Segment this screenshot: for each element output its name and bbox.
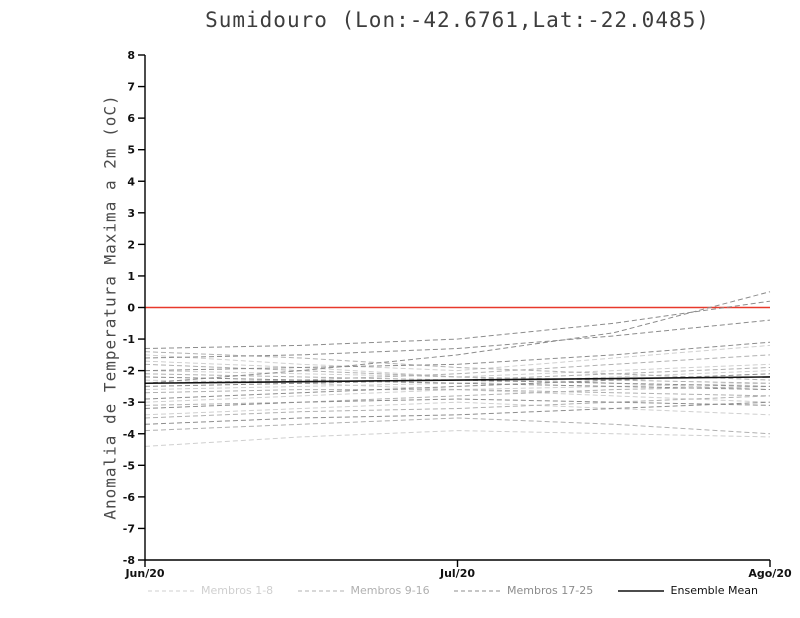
ensemble-member-line-group1	[144, 430, 771, 447]
y-tick-label: 7	[127, 81, 135, 94]
y-tick-label: 1	[127, 270, 135, 283]
y-tick-label: -6	[123, 491, 136, 504]
y-tick-label: 2	[127, 238, 135, 251]
ensemble-member-line-group1	[144, 401, 771, 416]
ensemble-member-line-group2	[144, 395, 771, 419]
y-tick-label: -1	[123, 333, 135, 346]
legend-item-membros-17-25: Membros 17-25	[454, 584, 593, 597]
legend-label: Membros 17-25	[507, 584, 594, 597]
y-tick-label: -2	[123, 365, 135, 378]
x-tick-label: Ago/20	[748, 567, 792, 580]
legend-item-membros-9-16: Membros 9-16	[297, 584, 430, 597]
ensemble-member-line-group2	[144, 351, 771, 381]
legend: Membros 1-8 Membros 9-16 Membros 17-25 E…	[148, 584, 758, 597]
chart-title: Sumidouro (Lon:-42.6761,Lat:-22.0485)	[205, 8, 710, 32]
ensemble-member-line-group1	[144, 344, 771, 372]
y-tick-label: -4	[123, 428, 136, 441]
y-tick-label: 3	[127, 207, 135, 220]
legend-line-membros-9-16-icon	[297, 590, 344, 591]
ensemble-member-line-group3	[144, 398, 771, 409]
y-tick-label: 0	[127, 302, 135, 315]
y-tick-label: -8	[123, 554, 135, 567]
ensemble-member-line-group3	[144, 341, 771, 372]
legend-label: Membros 9-16	[350, 584, 430, 597]
y-tick-label: 6	[127, 112, 135, 125]
legend-label: Ensemble Mean	[670, 584, 758, 597]
legend-line-membros-17-25-icon	[454, 590, 501, 591]
y-tick-label: 4	[127, 175, 135, 188]
x-tick-label: Jun/20	[124, 567, 164, 580]
y-tick-label: -5	[123, 459, 135, 472]
legend-line-ensemble-mean-icon	[617, 589, 664, 592]
ensemble-member-line-group2	[144, 389, 771, 397]
ensemble-member-line-group3	[144, 376, 771, 391]
y-tick-label: 5	[127, 144, 135, 157]
ensemble-mean-line	[144, 376, 771, 385]
ensemble-member-line-group2	[144, 354, 771, 384]
legend-label: Membros 1-8	[201, 584, 274, 597]
ensemble-member-line-group2	[144, 385, 771, 406]
ensemble-member-line-group3	[144, 401, 771, 425]
ensemble-member-line-group3	[144, 319, 771, 359]
legend-line-membros-1-8-icon	[148, 590, 194, 591]
ensemble-member-line-group3	[144, 291, 771, 384]
y-tick-label: -3	[123, 396, 135, 409]
ensemble-member-line-group3	[144, 300, 771, 350]
x-tick-label: Jul/20	[439, 567, 475, 580]
ensemble-member-line-group2	[144, 417, 771, 435]
y-tick-label: 8	[127, 49, 135, 62]
legend-item-membros-1-8: Membros 1-8	[148, 584, 273, 597]
y-tick-label: -7	[123, 522, 135, 535]
legend-item-ensemble-mean: Ensemble Mean	[617, 584, 758, 597]
